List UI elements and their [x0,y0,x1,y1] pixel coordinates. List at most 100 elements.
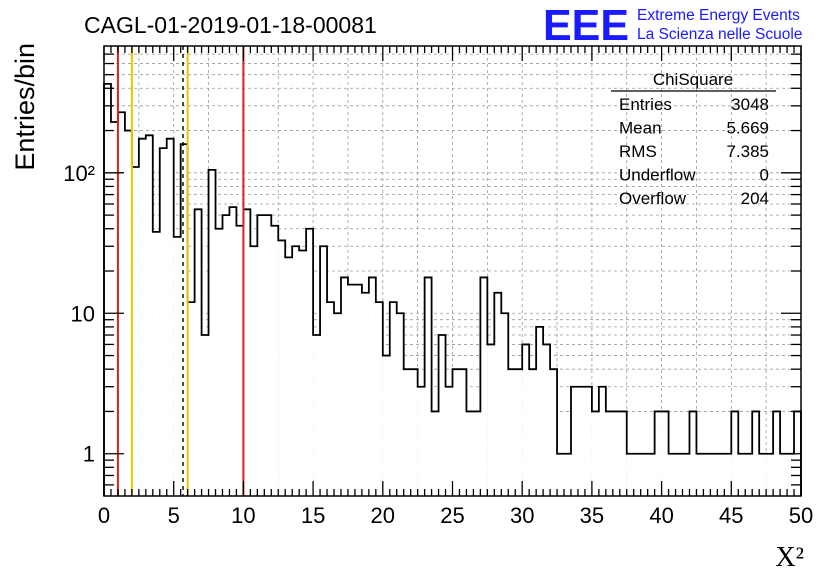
histogram-bin [403,369,411,496]
histogram-bin [368,277,376,496]
histogram-bin [529,369,537,496]
histogram-bin [591,411,599,496]
stats-label: RMS [619,142,657,161]
histogram-bin [410,369,418,496]
histogram-bin [689,411,697,496]
y-tick-label: 10² [63,161,95,186]
histogram-bin [173,236,181,497]
histogram-bin [361,292,369,496]
histogram-bin [229,207,237,496]
reference-lines [116,46,245,496]
stats-title: ChiSquare [653,70,733,89]
histogram-bin [731,411,739,496]
histogram-bin [271,225,279,497]
logo-mark: EEE [543,1,629,50]
axis-ticks [103,46,802,496]
x-axis-label: X² [775,542,804,572]
histogram-bin [257,215,265,497]
histogram-bin [194,209,202,496]
histogram-bin [445,386,453,496]
histogram-bin [285,257,293,496]
histogram-bin [201,335,209,496]
stats-value: 5.669 [726,119,769,138]
histogram-bin [334,313,341,496]
stats-value: 7.385 [726,142,769,161]
x-tick-label: 45 [719,503,743,528]
histogram-bin [278,240,286,496]
histogram-bin [640,453,648,496]
histogram-bin [550,369,558,496]
x-tick-label: 30 [510,503,534,528]
x-tick-label: 0 [98,503,110,528]
histogram-bin [117,112,125,496]
logo-line-1: Extreme Energy Events [637,7,800,24]
histogram-bin [570,386,578,496]
histogram-bin [431,411,439,496]
histogram-bin [166,138,174,497]
stats-label: Underflow [619,166,696,185]
histogram-bin [208,169,216,496]
histogram-bin [131,167,139,496]
y-axis-label: Entries/bin [10,43,40,171]
histogram-bin [494,292,502,496]
histogram-bin [703,453,711,496]
histogram-bin [508,369,516,496]
histogram-bin [292,246,300,496]
histogram-bin [145,135,153,496]
histogram-bin [780,453,788,496]
histogram-bin [215,228,223,496]
histogram-bin [515,369,523,496]
stats-label: Overflow [619,189,687,208]
histogram-bin [682,453,690,496]
histogram-bin [104,83,111,497]
histogram-bin [347,284,355,496]
histogram-bin [759,453,767,496]
histogram-outline [103,82,802,496]
stats-value: 204 [741,189,769,208]
x-tick-labels: 0 5 10 15 20 25 30 35 40 45 50 [98,503,813,528]
histogram-bin [306,228,314,496]
histogram-bin [264,215,272,497]
histogram-bin [236,225,244,497]
histogram-bin [459,369,467,496]
histogram-bin [605,411,613,496]
histogram-bin [584,386,592,496]
histogram-bin [536,326,544,496]
histogram-bin [564,453,571,496]
histogram-bars [103,82,802,497]
histogram-bin [696,453,704,496]
histogram-bin [313,335,321,496]
histogram-bin [522,344,530,496]
histogram-bin [124,130,132,496]
stats-rows: Entries 3048 Mean 5.669 RMS 7.385 Underflow 0 Ov… [619,95,769,208]
stats-box: ChiSquare Entries 3048 Mean 5.669 RMS 7.385 Un… [611,70,776,208]
histogram-bin [619,411,627,496]
histogram-bin [738,453,746,496]
stats-value: 0 [760,166,769,185]
stats-label: Entries [619,95,672,114]
stats-value: 3048 [731,95,769,114]
y-tick-label: 1 [83,442,95,467]
histogram-bin [327,302,335,496]
histogram-bin [487,344,495,496]
histogram-bin [717,453,725,496]
x-tick-label: 5 [168,503,180,528]
histogram-bin [633,453,641,496]
histogram-bin [787,453,795,496]
histogram-bin [577,386,585,496]
histogram-bin [543,344,551,496]
histogram-bin [745,453,753,496]
histogram-bin [382,355,390,496]
histogram-bin [647,453,655,496]
histogram-bin [480,277,488,496]
histogram-bin [375,302,383,496]
histogram-bin [626,453,634,496]
x-tick-label: 10 [231,503,255,528]
x-tick-label: 25 [440,503,464,528]
histogram-bin [250,246,258,496]
histogram-bin [222,215,230,497]
histogram-bin [501,313,509,496]
histogram-bin [299,250,307,496]
histogram-bin [152,231,160,496]
